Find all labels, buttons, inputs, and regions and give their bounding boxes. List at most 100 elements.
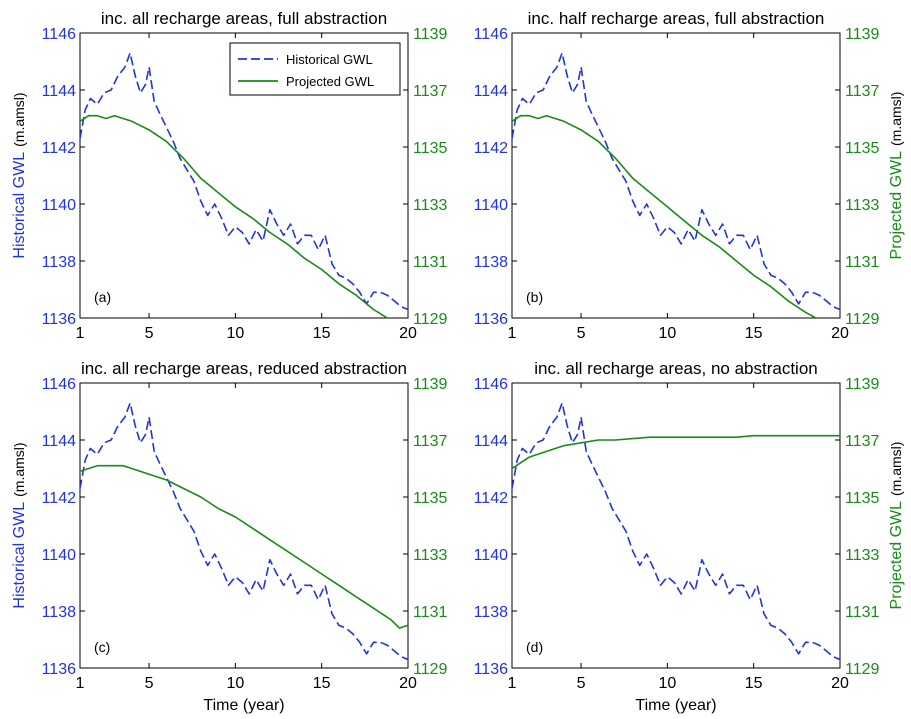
legend-box: [229, 42, 401, 96]
y-left-tick-label: 1140: [42, 197, 77, 214]
panel-label: (d): [526, 639, 543, 655]
y-left-tick-label: 1140: [42, 547, 77, 564]
legend-entry: Historical GWL: [286, 52, 373, 67]
x-tick-label: 20: [399, 325, 417, 342]
y-left-axis-label-unit: (m.amsl): [11, 92, 27, 146]
panel-label: (b): [526, 289, 543, 305]
y-left-tick-label: 1144: [42, 83, 77, 100]
y-right-tick-label: 1133: [413, 197, 448, 214]
y-left-axis-label-name: Historical GWL: [11, 502, 28, 609]
panel-b: inc. half recharge areas, full abstracti…: [474, 9, 905, 342]
chart-title: inc. all recharge areas, full abstractio…: [101, 9, 387, 28]
y-left-tick-label: 1140: [474, 197, 509, 214]
y-right-tick-label: 1129: [413, 311, 448, 328]
historical-gwl-line: [80, 52, 408, 311]
panel-a: inc. all recharge areas, full abstractio…: [11, 9, 448, 342]
y-right-tick-label: 1129: [845, 311, 880, 328]
panel-c: inc. all recharge areas, reduced abstrac…: [11, 359, 448, 714]
y-right-tick-label: 1133: [413, 547, 448, 564]
y-left-tick-label: 1144: [42, 433, 77, 450]
projected-gwl-line: [512, 114, 817, 318]
y-left-axis-label: Historical GWL (m.amsl): [11, 442, 28, 608]
y-right-tick-label: 1133: [845, 547, 880, 564]
y-right-tick-label: 1137: [845, 433, 880, 450]
series-group: [512, 402, 840, 661]
x-tick-label: 5: [145, 325, 154, 342]
y-right-tick-label: 1139: [413, 376, 448, 393]
panel-d: inc. all recharge areas, no abstraction 1…: [474, 359, 905, 714]
y-right-tick-label: 1139: [413, 26, 448, 43]
y-right-tick-label: 1129: [845, 661, 880, 678]
y-right-tick-label: 1131: [845, 604, 880, 621]
chart-title: inc. half recharge areas, full abstracti…: [528, 9, 825, 28]
y-right-tick-label: 1131: [413, 254, 448, 271]
x-tick-label: 10: [226, 675, 244, 692]
y-left-tick-label: 1146: [42, 376, 77, 393]
projected-gwl-line: [80, 114, 388, 318]
x-tick-label: 1: [508, 325, 517, 342]
y-left-tick-label: 1136: [42, 311, 77, 328]
plot-area: [511, 382, 841, 669]
x-tick-label: 15: [745, 325, 763, 342]
x-tick-label: 15: [745, 675, 763, 692]
x-tick-label: 10: [658, 675, 676, 692]
y-right-tick-label: 1129: [413, 661, 448, 678]
plot-area: [511, 32, 841, 319]
y-right-tick-label: 1137: [413, 433, 448, 450]
y-right-tick-label: 1135: [845, 490, 880, 507]
x-tick-label: 20: [831, 675, 849, 692]
historical-gwl-line: [512, 52, 840, 311]
x-tick-label: 5: [577, 675, 586, 692]
series-group: [80, 402, 408, 661]
x-tick-label: 1: [76, 325, 85, 342]
historical-gwl-line: [512, 402, 840, 661]
y-left-tick-label: 1144: [474, 83, 509, 100]
y-right-axis-label-unit: (m.amsl): [888, 92, 904, 146]
plot-area: [79, 382, 409, 669]
y-left-tick-label: 1142: [474, 140, 509, 157]
y-right-axis-label: Projected GWL (m.amsl): [888, 442, 905, 610]
y-left-tick-label: 1136: [42, 661, 77, 678]
y-left-axis-label-unit: (m.amsl): [11, 442, 27, 496]
y-left-axis-label: Historical GWL (m.amsl): [11, 92, 28, 258]
panel-label: (a): [94, 289, 111, 305]
x-tick-label: 20: [399, 675, 417, 692]
x-axis-label: Time (year): [203, 697, 284, 714]
x-tick-label: 20: [831, 325, 849, 342]
chart-title: inc. all recharge areas, reduced abstrac…: [81, 359, 407, 378]
x-tick-label: 10: [658, 325, 676, 342]
x-tick-label: 15: [313, 675, 331, 692]
x-tick-label: 1: [508, 675, 517, 692]
y-right-tick-label: 1135: [413, 140, 448, 157]
projected-gwl-line: [80, 464, 408, 629]
panel-label: (c): [94, 639, 110, 655]
y-right-tick-label: 1131: [413, 604, 448, 621]
series-group: [512, 52, 840, 318]
y-left-tick-label: 1144: [474, 433, 509, 450]
y-right-tick-label: 1133: [845, 197, 880, 214]
y-left-tick-label: 1140: [474, 547, 509, 564]
y-right-tick-label: 1135: [413, 490, 448, 507]
y-left-tick-label: 1142: [42, 490, 77, 507]
historical-gwl-line: [80, 402, 408, 661]
x-tick-label: 1: [76, 675, 85, 692]
y-left-tick-label: 1138: [42, 254, 77, 271]
y-right-tick-label: 1139: [845, 376, 880, 393]
chart-title: inc. all recharge areas, no abstraction: [534, 359, 818, 378]
y-left-tick-label: 1138: [42, 604, 77, 621]
y-left-tick-label: 1142: [42, 140, 77, 157]
x-tick-label: 5: [145, 675, 154, 692]
y-right-tick-label: 1135: [845, 140, 880, 157]
y-right-axis-label-unit: (m.amsl): [888, 442, 904, 496]
y-right-axis-label-name: Projected GWL: [888, 501, 905, 610]
series-group: [80, 52, 408, 318]
projected-gwl-line: [512, 434, 840, 470]
y-left-tick-label: 1138: [474, 254, 509, 271]
y-left-axis-label-name: Historical GWL: [11, 152, 28, 259]
y-right-tick-label: 1131: [845, 254, 880, 271]
y-left-tick-label: 1142: [474, 490, 509, 507]
y-right-axis-label: Projected GWL (m.amsl): [888, 92, 905, 260]
x-tick-label: 5: [577, 325, 586, 342]
y-left-tick-label: 1138: [474, 604, 509, 621]
